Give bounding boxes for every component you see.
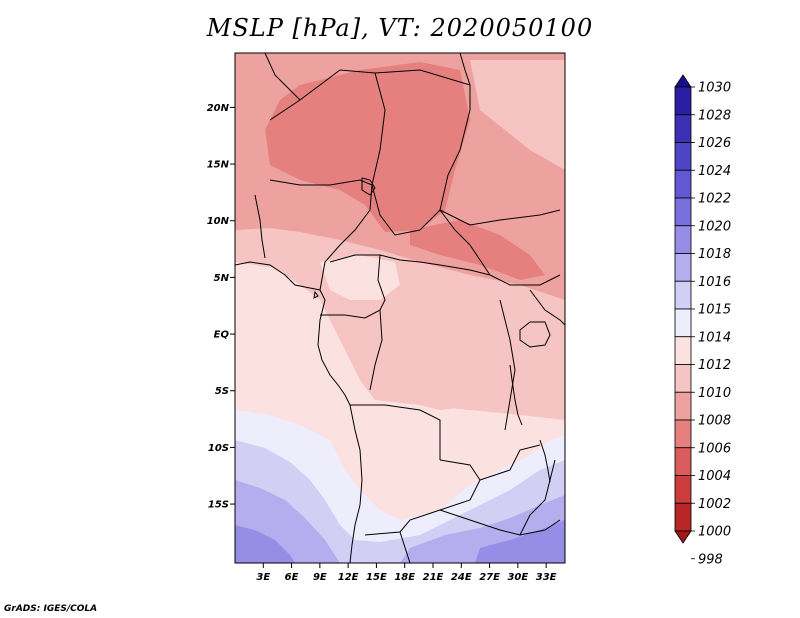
lat-tick-label: 15N (207, 160, 230, 171)
lake-malawi-shore (539, 439, 551, 483)
colorbar-segment (674, 336, 692, 365)
border-kenya (529, 289, 565, 326)
border-namibia (399, 531, 411, 563)
colorbar-label: 1015 (698, 303, 731, 318)
field-region-1011-ne (470, 60, 565, 170)
colorbar-segment (674, 364, 692, 393)
border-botswana-zimbabwe (439, 509, 561, 536)
map-title: MSLP [hPa], VT: 2020050100 (206, 14, 594, 42)
field-region-1011-basin (385, 285, 515, 410)
lat-tick-label: 10N (207, 216, 230, 227)
colorbar-label: 1018 (698, 247, 731, 262)
colorbar-label: 1028 (698, 108, 731, 123)
colorbar-label: 1006 (698, 441, 731, 456)
border-mozambique (519, 459, 556, 536)
lat-tick-label: 15S (208, 500, 229, 511)
colorbar-max-triangle (674, 74, 692, 88)
lon-tick-label: 27E (479, 572, 500, 583)
colorbar-min-triangle (674, 530, 692, 544)
colorbar-label: 1010 (698, 386, 731, 401)
field-region-1018-sw (235, 525, 295, 563)
colorbar-label: 1014 (698, 330, 731, 345)
lon-tick-label: 12E (338, 572, 359, 583)
colorbar-segment (674, 475, 692, 504)
colorbar-segment (674, 253, 692, 282)
colorbar-label: 1020 (698, 219, 731, 234)
field-region-1012-central (320, 255, 400, 300)
colorbar-label: 1004 (698, 469, 731, 484)
colorbar-segment (674, 225, 692, 254)
border-nigeria-north (269, 179, 373, 186)
colorbar-segment (674, 197, 692, 227)
colorbar-segment (674, 142, 692, 171)
border-southsudan-drc (469, 244, 561, 286)
lon-tick-label: 3E (256, 572, 270, 583)
border-sahara-north (269, 69, 471, 121)
border-algeria (264, 53, 301, 101)
border-angola-zambia (364, 459, 481, 536)
border-zambia-east (479, 444, 541, 481)
colorbar-label: 1016 (698, 275, 731, 290)
lat-tick-label: 10S (208, 443, 229, 454)
lon-tick-label: 33E (536, 572, 557, 583)
lon-tick-label: 15E (366, 572, 387, 583)
plot-frame (234, 52, 566, 564)
lon-tick-label: 9E (313, 572, 327, 583)
lat-tick-label: EQ (214, 330, 230, 341)
coastline-west-africa (235, 261, 363, 563)
lat-tick-label: 20N (207, 103, 230, 114)
border-niger-chad (371, 72, 386, 186)
colorbar-label: 1008 (698, 414, 731, 429)
border-egypt-libya (459, 53, 471, 86)
colorbar-segment (674, 419, 692, 449)
border-angola-north (350, 404, 441, 460)
map-axes: 20N 15N 10N 5N EQ 5S 10S 15S 3E 6E 9E 12E 15E 18E 21E 2… (207, 103, 557, 583)
colorbar-segment (674, 169, 692, 199)
border-drc-east (499, 299, 516, 431)
country-borders (235, 53, 565, 563)
lon-tick-label: 18E (394, 572, 415, 583)
colorbar-segment (674, 86, 692, 116)
river-niger (254, 194, 266, 259)
colorbar-segment (674, 308, 692, 338)
colorbar-label: 1012 (698, 358, 731, 373)
field-region-1008-east (410, 220, 545, 280)
border-sudan-southsudan (439, 209, 561, 226)
border-gabon-congo (320, 309, 383, 391)
border-car-north (371, 184, 471, 246)
colorbar-label: 998 (698, 552, 723, 567)
colorbar-segment (674, 391, 692, 421)
colorbar-label: 1024 (698, 164, 731, 179)
field-region-1008-core (265, 62, 470, 232)
lake-chad-shore (361, 177, 376, 196)
lon-tick-label: 21E (423, 572, 444, 583)
lon-tick-label: 30E (507, 572, 528, 583)
field-region-1016-south (235, 480, 565, 563)
lon-tick-label: 24E (451, 572, 472, 583)
border-chad-sudan (439, 85, 471, 211)
colorbar-label: 1000 (698, 525, 731, 540)
colorbar: 1030 1028 1026 1024 1022 1020 1018 1016 1015 1014… (674, 74, 731, 567)
border-cameroon-south (329, 254, 386, 311)
colorbar-label: 1002 (698, 497, 731, 512)
colorbar-segment (674, 280, 692, 310)
lon-tick-label: 6E (285, 572, 299, 583)
grads-credit: GrADS: IGES/COLA (4, 604, 98, 614)
lake-tanganyika-shore (509, 364, 523, 426)
border-nigeria-cameroon (319, 184, 373, 291)
lake-victoria-shore (519, 321, 551, 348)
coast-small-island (313, 290, 319, 299)
colorbar-label: 1022 (698, 192, 731, 207)
colorbar-segment (674, 502, 692, 532)
colorbar-segment (674, 447, 692, 476)
border-car-south (379, 254, 491, 276)
colorbar-label: 1030 (698, 81, 731, 96)
colorbar-segment (674, 114, 692, 143)
lat-tick-label: 5N (214, 273, 230, 284)
lat-tick-label: 5S (215, 386, 229, 397)
pressure-field (235, 53, 565, 563)
colorbar-label: 1026 (698, 136, 731, 151)
